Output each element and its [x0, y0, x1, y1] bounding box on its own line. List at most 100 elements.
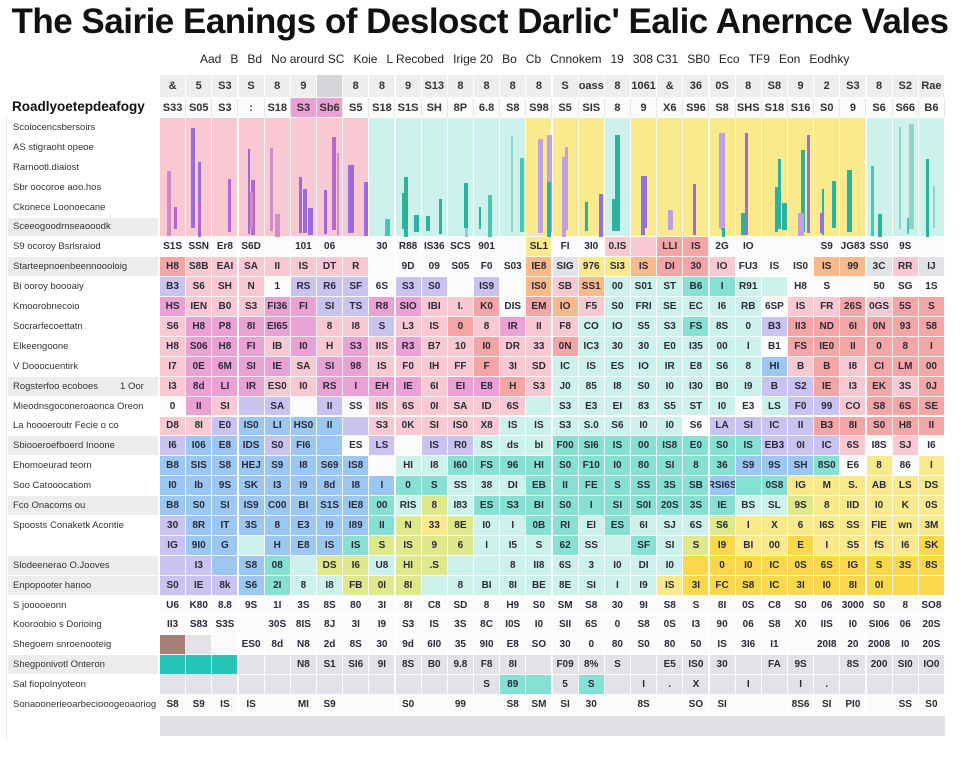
heatmap-cell: S1S [317, 496, 344, 516]
heatmap-cell: B1 [761, 336, 788, 357]
heatmap-cell: I0S [500, 615, 527, 636]
heatmap-cell: 8I [395, 575, 422, 596]
heatmap-cell: fS [866, 535, 893, 556]
column-subheader: S0 [814, 98, 841, 118]
heatmap-cell: 8J [317, 615, 344, 636]
heatmap-cell: IS [604, 436, 631, 457]
heatmap-cell: SI [578, 575, 605, 596]
band-cell [892, 118, 919, 238]
heatmap-cell: S5 [840, 535, 867, 556]
heatmap-cell: 0I [788, 436, 815, 457]
heatmap-cell: S0 [526, 595, 553, 616]
heatmap-cell [317, 675, 344, 696]
heatmap-cell: 09 [421, 257, 448, 278]
heatmap-cell: EH [369, 376, 396, 397]
heatmap-cell: 6 [447, 535, 474, 556]
band-bar [198, 162, 202, 237]
heatmap-cell: B [814, 356, 841, 377]
heatmap-cell: 8 [892, 336, 919, 357]
heatmap-cell: FI [290, 297, 317, 317]
band-bar [719, 133, 726, 228]
column-group-header: Aad B Bd No arourd SC Koie L Recobed Irige 20 B… [200, 52, 849, 70]
heatmap-cell: S1 [317, 655, 344, 676]
heatmap-cell: I1 [761, 635, 788, 656]
heatmap-cell: IS9 [238, 496, 265, 516]
heatmap-cell: I8 [290, 456, 317, 477]
heatmap-cell: I [735, 336, 762, 357]
heatmap-cell: S8 [657, 595, 684, 616]
column-header: & [160, 75, 187, 98]
band-bar [615, 134, 621, 232]
heatmap-cell: 6S [552, 555, 579, 576]
heatmap-cell: IS [788, 297, 815, 317]
band-cell [421, 118, 448, 238]
heatmap-cell: S0 [631, 376, 658, 397]
heatmap-cell: 0 [395, 476, 422, 497]
heatmap-cell: E3 [290, 516, 317, 536]
heatmap-cell: 9S [892, 237, 919, 258]
heatmap-cell: S9 [735, 456, 762, 477]
heatmap-cell: FRI [631, 297, 658, 317]
heatmap-cell: 6S [395, 396, 422, 417]
heatmap-cell: K80 [186, 595, 213, 616]
heatmap-cell: I3 [264, 476, 291, 497]
heatmap-cell: IS [343, 535, 370, 556]
heatmap-cell: H8 [160, 336, 187, 357]
heatmap-cell: ES0 [264, 376, 291, 397]
column-subheader: S66 [892, 98, 919, 118]
heatmap-cell: 99 [814, 396, 841, 417]
heatmap-cell: BI [526, 496, 553, 516]
heatmap-cell: SH [788, 456, 815, 477]
heatmap-cell [186, 655, 213, 676]
heatmap-cell: S0I [631, 496, 658, 516]
heatmap-cell: S6 [160, 317, 187, 337]
table-footer-band [160, 716, 945, 736]
heatmap-cell: . [657, 675, 684, 696]
column-header: 8 [526, 75, 553, 98]
heatmap-cell: SI [735, 416, 762, 437]
band-bar [564, 147, 569, 230]
heatmap-cell: SS [631, 476, 658, 497]
column-group-label: SB0 [687, 52, 710, 66]
heatmap-cell: 80 [657, 635, 684, 656]
column-subheader: S05 [186, 98, 213, 118]
heatmap-cell: ES [604, 356, 631, 377]
heatmap-cell: 8S [474, 436, 501, 457]
heatmap-cell: 3I [369, 595, 396, 616]
heatmap-cell: 89 [500, 675, 527, 696]
heatmap-cell: IO [604, 317, 631, 337]
heatmap-cell: 0N [866, 317, 893, 337]
heatmap-cell [604, 675, 631, 696]
heatmap-cell: 0 [578, 635, 605, 656]
column-subheader: SHS [735, 98, 762, 118]
heatmap-cell: .S [421, 555, 448, 576]
column-group-label: No arourd SC [271, 52, 345, 66]
heatmap-cell [474, 695, 501, 715]
band-bar [584, 201, 588, 231]
row-label: Fco Onacoms ou [8, 496, 158, 515]
heatmap-cell: 2008 [866, 635, 893, 656]
heatmap-cell: EI [604, 396, 631, 417]
band-bar [820, 213, 824, 233]
heatmap-cell: IE0 [814, 336, 841, 357]
heatmap-cell: 33 [421, 516, 448, 536]
heatmap-cell: RS [317, 376, 344, 397]
column-header: Rae [918, 75, 945, 98]
heatmap-cell: B3 [761, 317, 788, 337]
heatmap-cell: I. [447, 297, 474, 317]
heatmap-cell: 8 [317, 317, 344, 337]
heatmap-cell: 9d [395, 635, 422, 656]
heatmap-cell: ND [814, 317, 841, 337]
heatmap-cell: X0 [788, 615, 815, 636]
heatmap-cell: DR [500, 336, 527, 357]
heatmap-cell: IC [552, 356, 579, 377]
heatmap-cell: bI [526, 436, 553, 457]
column-group-label: L Recobed [386, 52, 445, 66]
heatmap-cell: S9 [264, 456, 291, 477]
heatmap-cell: E8 [683, 356, 710, 377]
heatmap-cell: IH [421, 356, 448, 377]
heatmap-cell: I0 [657, 555, 684, 576]
heatmap-cell [160, 655, 187, 676]
heatmap-cell: I0 [814, 575, 841, 596]
heatmap-cell: S6 [683, 416, 710, 437]
